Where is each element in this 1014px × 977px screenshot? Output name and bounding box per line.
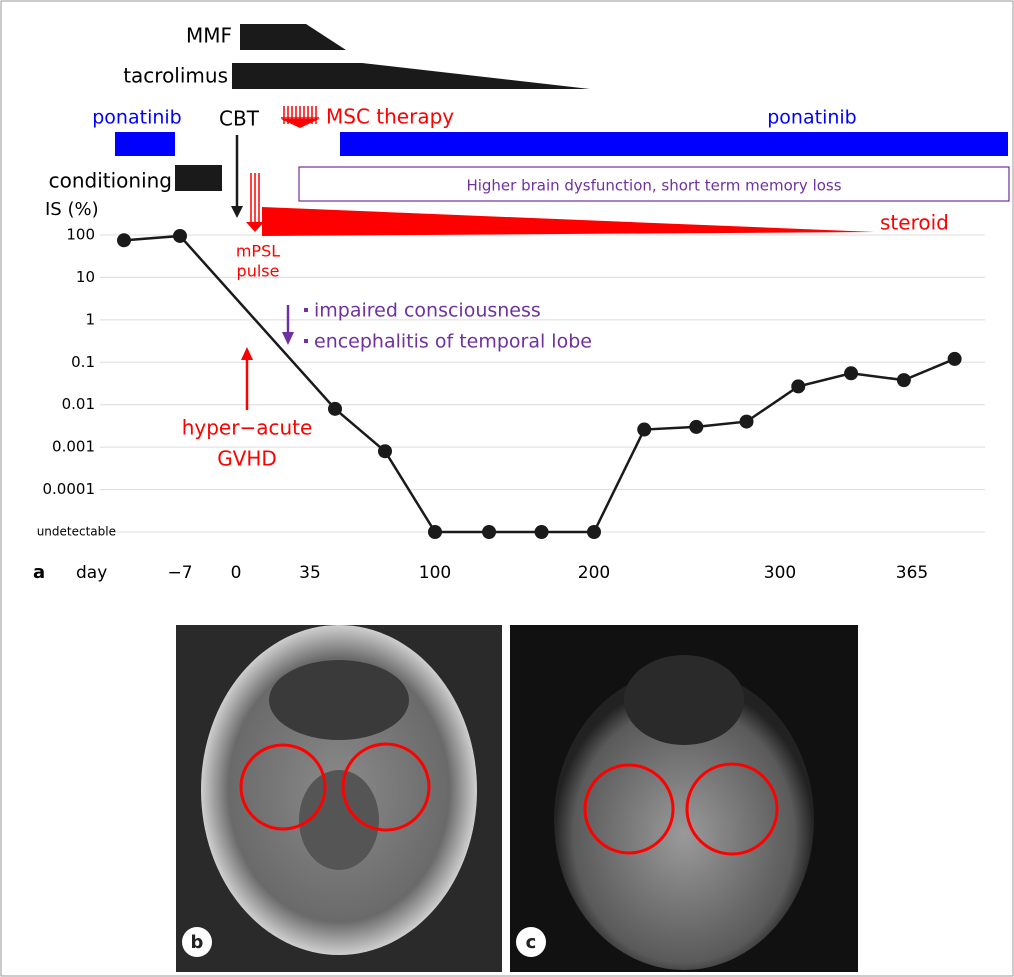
x-axis-label: day bbox=[76, 563, 107, 583]
steroid-wedge bbox=[262, 207, 875, 236]
x-tick-label: 300 bbox=[764, 563, 796, 583]
x-tick-label: 200 bbox=[578, 563, 610, 583]
data-point bbox=[740, 415, 754, 429]
mmf-taper bbox=[306, 24, 346, 50]
mpsl-arrow-head bbox=[246, 222, 264, 232]
conditioning-label: conditioning bbox=[49, 169, 172, 193]
tacrolimus-label: tacrolimus bbox=[123, 64, 228, 88]
gvhd-label: GVHD bbox=[217, 447, 277, 471]
ponatinib-label: ponatinib bbox=[767, 107, 856, 129]
encephalitis-label: encephalitis of temporal lobe bbox=[314, 331, 592, 353]
data-point bbox=[844, 366, 858, 380]
tacrolimus-bar bbox=[232, 63, 362, 89]
ponatinib-bar bbox=[340, 132, 1008, 156]
bullet bbox=[304, 339, 308, 343]
gvhd-label: hyper−acute bbox=[182, 416, 313, 440]
mmf-label: MMF bbox=[186, 24, 232, 48]
bullet bbox=[304, 308, 308, 312]
x-tick-label: 365 bbox=[896, 563, 928, 583]
y-tick-label: 0.0001 bbox=[43, 480, 96, 498]
data-point bbox=[428, 525, 442, 539]
data-point bbox=[328, 402, 342, 416]
y-tick-label: 0.1 bbox=[71, 353, 95, 371]
x-tick-label: 100 bbox=[419, 563, 451, 583]
gvhd-arrow-head bbox=[241, 347, 253, 360]
data-point bbox=[689, 420, 703, 434]
data-point bbox=[117, 233, 131, 247]
ponatinib-bar bbox=[115, 132, 175, 156]
data-point bbox=[535, 525, 549, 539]
y-tick-label: undetectable bbox=[37, 525, 116, 539]
steroid-label: steroid bbox=[880, 211, 949, 235]
cbt-arrow-head bbox=[231, 206, 243, 218]
y-tick-label: 0.001 bbox=[52, 438, 95, 456]
y-tick-label: 0.01 bbox=[62, 395, 95, 413]
x-tick-label: 35 bbox=[299, 563, 321, 583]
data-point bbox=[587, 525, 601, 539]
y-axis-label: IS (%) bbox=[45, 199, 99, 220]
image-label: c bbox=[526, 932, 537, 953]
mpsl-arrows bbox=[251, 173, 259, 226]
mri-image-b bbox=[176, 625, 502, 972]
y-tick-label: 10 bbox=[76, 268, 95, 286]
data-point bbox=[482, 525, 496, 539]
msc-label: MSC therapy bbox=[326, 105, 454, 129]
plot: 100 10 1 0.1 0.01 0.001 0.0001 undetectable −7 0 3… bbox=[37, 226, 985, 584]
msc-arrow-heads bbox=[281, 119, 319, 128]
mpsl-label: mPSL bbox=[236, 242, 280, 261]
figure: 100 10 1 0.1 0.01 0.001 0.0001 undetectable −7 0 3… bbox=[0, 0, 1014, 977]
ponatinib-label: ponatinib bbox=[92, 107, 181, 129]
mri-image-c bbox=[510, 625, 858, 972]
data-point bbox=[791, 379, 805, 393]
impaired-label: impaired consciousness bbox=[314, 300, 541, 322]
panel-label: a bbox=[33, 562, 45, 583]
y-tick-label: 100 bbox=[66, 226, 95, 244]
data-point bbox=[637, 423, 651, 437]
data-point bbox=[173, 229, 187, 243]
mpsl-label: pulse bbox=[237, 262, 280, 281]
brain-dysfunction-label: Higher brain dysfunction, short term mem… bbox=[466, 177, 841, 195]
cbt-label: CBT bbox=[219, 107, 260, 131]
data-point bbox=[948, 352, 962, 366]
x-tick-label: 0 bbox=[231, 563, 242, 583]
image-label: b bbox=[191, 932, 204, 953]
impaired-arrow-head bbox=[282, 332, 294, 345]
page: {"chart_data": {"type": "line", "panel_l… bbox=[0, 0, 1014, 977]
x-tick-label: −7 bbox=[167, 563, 192, 583]
tacrolimus-taper bbox=[362, 63, 590, 89]
conditioning-bar bbox=[175, 165, 222, 191]
data-point bbox=[897, 373, 911, 387]
mmf-bar bbox=[240, 24, 306, 50]
data-point bbox=[378, 444, 392, 458]
y-tick-label: 1 bbox=[85, 310, 95, 328]
